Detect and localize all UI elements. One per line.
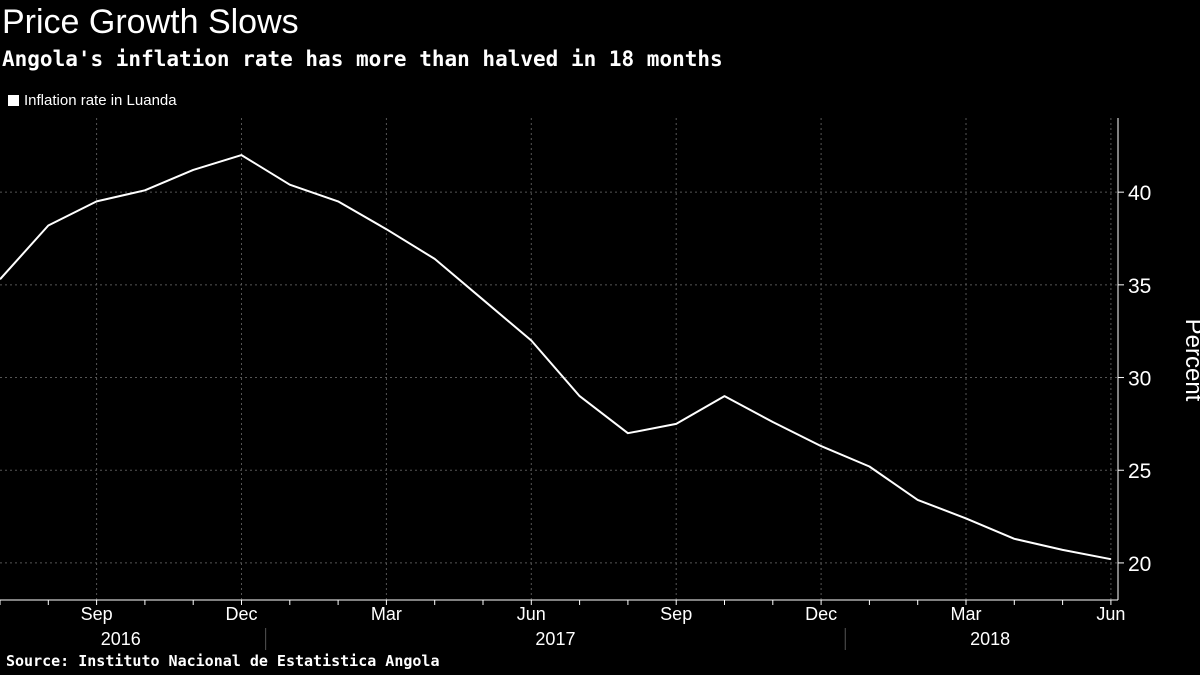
x-tick-label: Jun [517,604,546,624]
y-tick-label: 35 [1128,275,1151,298]
data-point [1110,558,1112,560]
data-point [579,395,581,397]
x-tick-label: Sep [660,604,692,624]
legend-swatch [8,94,19,106]
data-point [627,432,629,434]
chart-subtitle: Angola's inflation rate has more than ha… [2,47,723,71]
data-point [1013,538,1015,540]
y-tick-label: 30 [1128,368,1151,391]
source-note: Source: Instituto Nacional de Estatistic… [6,652,440,670]
y-tick-label: 20 [1128,553,1151,576]
data-point [530,340,532,342]
x-tick-label: Dec [805,604,837,624]
y-axis-title: Percent [1180,319,1200,402]
data-point [289,184,291,186]
data-point [724,395,726,397]
data-point [385,228,387,230]
data-point [192,169,194,171]
data-point [482,299,484,301]
data-point [337,200,339,202]
series-line [0,154,1112,561]
y-tick-label: 40 [1128,182,1151,205]
data-point [820,445,822,447]
chart-title: Price Growth Slows [2,3,299,41]
data-point [1062,549,1064,551]
data-point [868,466,870,468]
x-year-label: 2016 [101,629,141,649]
data-point [241,154,243,156]
chart-legend: Inflation rate in Luanda [8,90,177,110]
data-point [965,517,967,519]
x-year-label: 2018 [970,629,1010,649]
x-tick-label: Jun [1096,604,1125,624]
data-point [47,225,49,227]
x-tick-label: Sep [81,604,113,624]
x-year-label: 2017 [535,629,575,649]
data-point [96,200,98,202]
x-tick-label: Mar [371,604,402,624]
data-point [917,499,919,501]
data-point [675,423,677,425]
data-point [434,258,436,260]
grid-layer [0,118,1118,600]
series-layer [0,154,1112,561]
axis-layer [0,118,1124,650]
x-tick-label: Mar [951,604,982,624]
data-point [144,189,146,191]
x-tick-label: Dec [225,604,257,624]
legend-label: Inflation rate in Luanda [24,91,177,109]
label-layer: 20 25 30 35 40 Sep Dec Mar Jun Sep Dec Mar Jun 2016 20… [81,182,1200,649]
y-tick-label: 25 [1128,460,1151,483]
data-point [772,421,774,423]
